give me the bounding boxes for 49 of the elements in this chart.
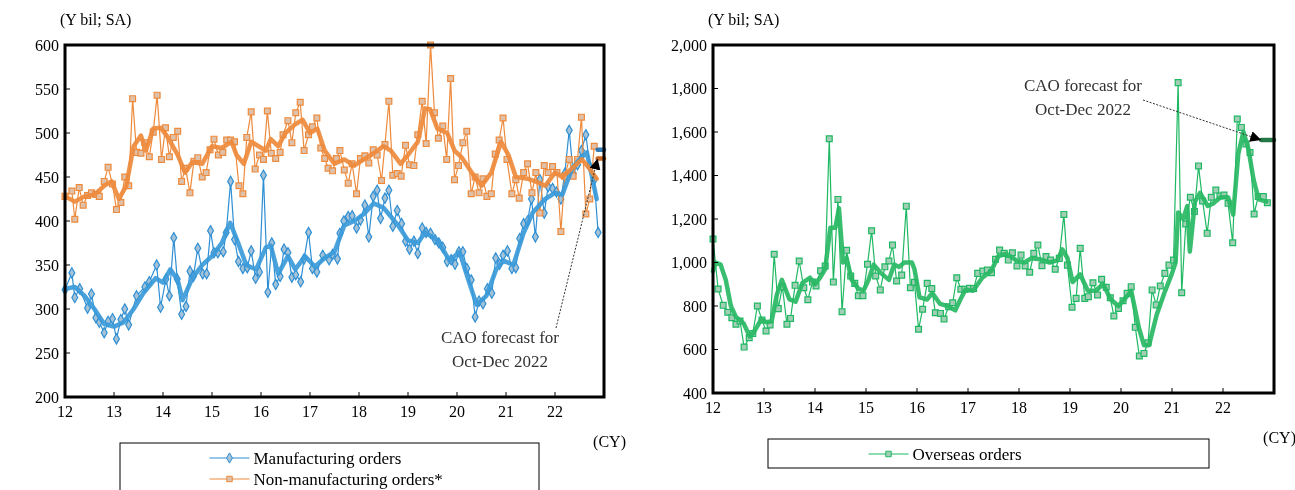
y-axis-title: (Y bil; SA) [708, 11, 780, 29]
y-tick-label: 200 [35, 388, 59, 406]
x-tick-label: 12 [705, 399, 721, 416]
y-tick-label: 1,400 [671, 167, 707, 185]
x-tick-label: 18 [1011, 399, 1027, 416]
y-tick-label: 400 [35, 212, 59, 230]
x-tick-label: 20 [1113, 399, 1129, 416]
x-tick-label: 17 [960, 399, 976, 416]
y-tick-label: 500 [35, 124, 59, 142]
legend-label: Non-manufacturing orders* [253, 469, 443, 489]
y-tick-label: 1,200 [671, 210, 707, 228]
x-axis-title: (CY) [593, 433, 626, 451]
x-tick-label: 22 [1215, 399, 1231, 416]
x-axis-title: (CY) [1263, 429, 1295, 447]
y-tick-label: 1,600 [671, 123, 707, 141]
x-tick-label: 18 [351, 403, 367, 420]
y-tick-label: 350 [35, 256, 59, 274]
y-tick-label: 450 [35, 168, 59, 186]
y-tick-label: 1,800 [671, 80, 707, 98]
y-tick-label: 800 [683, 297, 707, 315]
y-tick-label: 2,000 [671, 36, 707, 54]
x-tick-label: 19 [1062, 399, 1078, 416]
x-tick-label: 20 [449, 403, 465, 420]
annotation: CAO forecast for Oct-Dec 2022 [1023, 76, 1143, 119]
x-tick-label: 12 [57, 403, 73, 420]
annotation: CAO forecast for Oct-Dec 2022 [440, 328, 560, 371]
x-tick-label: 14 [155, 403, 171, 420]
x-tick-label: 14 [807, 399, 823, 416]
y-tick-label: 250 [35, 344, 59, 362]
x-tick-label: 15 [858, 399, 874, 416]
y-tick-label: 300 [35, 300, 59, 318]
x-tick-label: 19 [400, 403, 416, 420]
legend-label: Manufacturing orders [253, 448, 402, 468]
x-tick-label: 17 [302, 403, 318, 420]
x-tick-label: 13 [756, 399, 772, 416]
y-tick-label: 550 [35, 80, 59, 98]
legend-label: Overseas orders [912, 444, 1022, 464]
x-tick-label: 21 [498, 403, 514, 420]
y-tick-label: 600 [683, 341, 707, 359]
x-tick-label: 21 [1164, 399, 1180, 416]
x-tick-label: 13 [106, 403, 122, 420]
x-tick-label: 16 [909, 399, 925, 416]
y-axis-title: (Y bil; SA) [60, 11, 132, 29]
x-tick-label: 16 [253, 403, 269, 420]
y-tick-label: 1,000 [671, 254, 707, 272]
x-tick-label: 15 [204, 403, 220, 420]
y-tick-label: 400 [683, 384, 707, 402]
x-tick-label: 22 [547, 403, 563, 420]
y-tick-label: 600 [35, 36, 59, 54]
